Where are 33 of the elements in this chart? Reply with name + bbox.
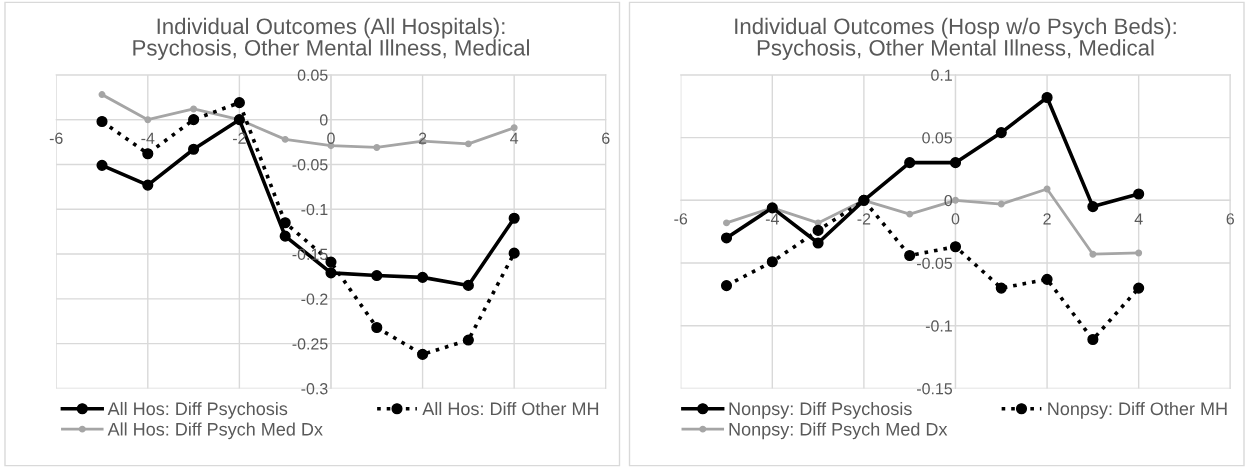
y-tick-label: -0.15	[917, 383, 953, 395]
x-tick-label: -6	[674, 213, 688, 225]
x-tick-label: -6	[49, 132, 63, 144]
x-tick-label: 6	[1226, 213, 1234, 225]
y-tick-label: 0.1	[931, 69, 952, 81]
y-tick-label: -0.3	[301, 383, 328, 395]
legend-label: All Hos: Diff Psych Med Dx	[107, 422, 323, 440]
legend-label: All Hos: Diff Psychosis	[107, 401, 288, 419]
x-tick-label: -2	[857, 213, 871, 225]
x-tick-label: 2	[1043, 213, 1051, 225]
x-tick-label: -4	[765, 213, 779, 225]
x-tick-label: -4	[141, 132, 155, 144]
x-tick-label: 4	[1134, 213, 1143, 225]
y-tick-label: -0.1	[301, 203, 328, 216]
x-tick-label: 2	[418, 132, 427, 144]
y-tick-label: -0.05	[292, 159, 328, 171]
x-tick-label: 4	[510, 132, 519, 144]
y-tick-label: 0	[319, 114, 328, 126]
y-tick-label: 0.05	[922, 132, 953, 144]
x-tick-label: 6	[602, 132, 610, 144]
legend-label: Nonpsy: Diff Other MH	[1048, 401, 1227, 419]
y-tick-label: -0.1	[925, 320, 952, 332]
y-tick-label: -0.25	[292, 338, 328, 350]
chart-title: Individual Outcomes (Hosp w/o Psych Beds): Psychosis, Other Mental Illness, Medical	[735, 17, 1176, 61]
x-tick-label: -2	[233, 132, 246, 144]
y-tick-label: -0.2	[301, 293, 328, 305]
y-tick-label: 0.05	[297, 69, 328, 81]
y-tick-label: 0	[944, 194, 953, 207]
chart-title: Individual Outcomes (All Hospitals): Psychosis, Other Mental Illness, Medical	[133, 17, 529, 61]
legend-label: Nonpsy: Diff Psych Med Dx	[729, 422, 948, 440]
legend-label: Nonpsy: Diff Psychosis	[729, 401, 912, 419]
legend-label: All Hos: Diff Other MH	[422, 401, 599, 416]
y-tick-label: -0.05	[917, 257, 953, 269]
